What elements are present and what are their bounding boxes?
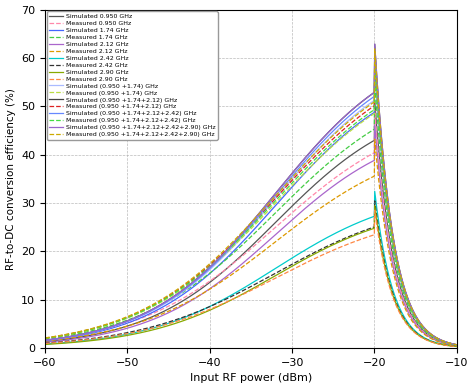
X-axis label: Input RF power (dBm): Input RF power (dBm) [190, 373, 312, 384]
Y-axis label: RF-to-DC conversion efficiency (%): RF-to-DC conversion efficiency (%) [6, 88, 16, 270]
Legend: Simulated 0.950 GHz, Measured 0.950 GHz, Simulated 1.74 GHz, Measured 1.74 GHz, : Simulated 0.950 GHz, Measured 0.950 GHz,… [47, 11, 218, 140]
